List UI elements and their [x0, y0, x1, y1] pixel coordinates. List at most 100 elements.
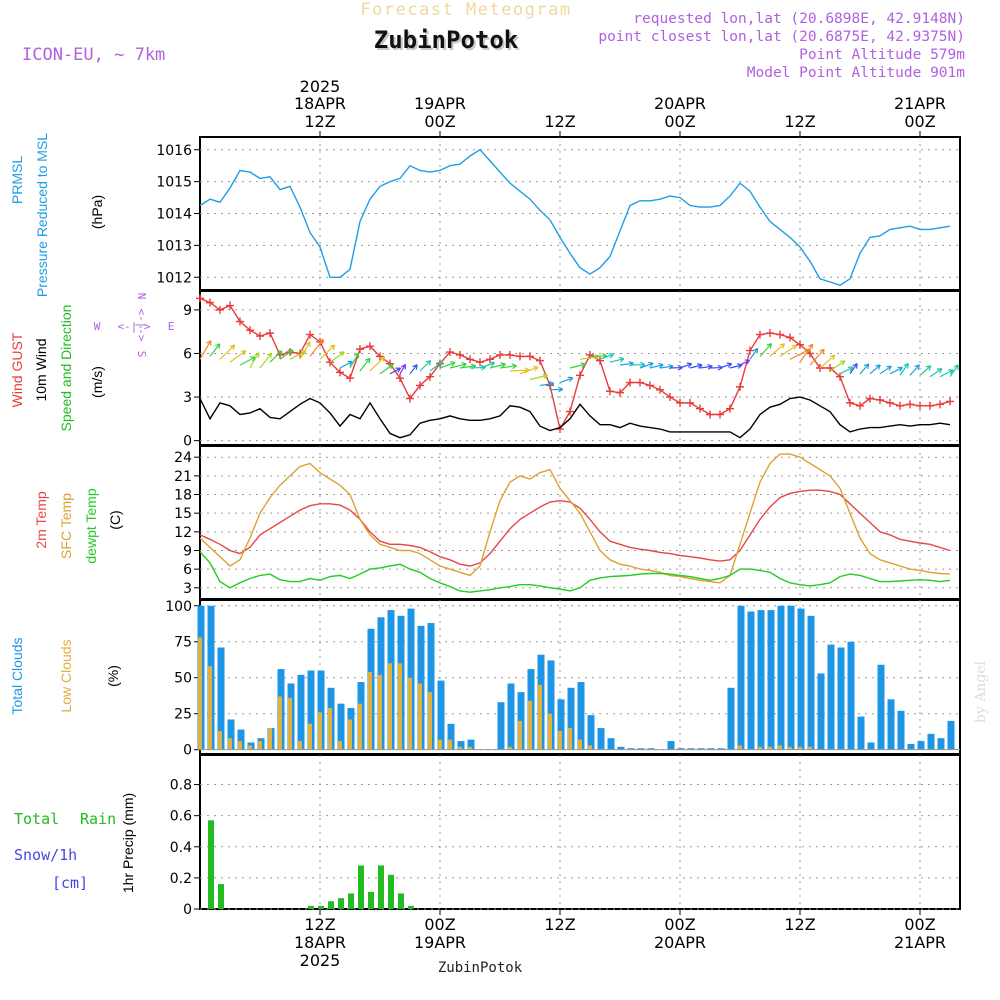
- y-tick-label: 3: [183, 390, 192, 406]
- wind-arrow-head: [329, 344, 336, 351]
- temp2m-label: 2m Temp: [33, 491, 49, 549]
- top-tick-label: 12Z: [304, 112, 335, 131]
- bar: [727, 687, 735, 750]
- point-altitude: Point Altitude 579m: [799, 47, 965, 63]
- wind-arrow-head: [461, 362, 467, 368]
- wind-arrow: [739, 359, 750, 366]
- gust-point: [336, 368, 344, 377]
- bar: [778, 745, 782, 750]
- top-tick-label: 20APR: [654, 94, 706, 113]
- wind-arrow-head: [618, 356, 625, 363]
- gust-point: [936, 400, 944, 409]
- wind-arrow-head: [953, 364, 959, 370]
- wind-arrow-head: [379, 356, 386, 362]
- bar: [867, 742, 875, 750]
- wind-frame: [199, 290, 961, 446]
- gust-point: [646, 381, 654, 390]
- wind-arrow-head: [276, 350, 283, 356]
- wind-arrow: [699, 365, 713, 369]
- wind-arrow: [309, 338, 324, 357]
- gust-point: [656, 385, 664, 394]
- bar: [447, 723, 455, 750]
- gust-point: [916, 401, 924, 410]
- bar: [458, 746, 462, 750]
- wind-arrow-head: [287, 349, 294, 355]
- gust-point: [206, 298, 214, 307]
- y-tick-label: 6: [183, 346, 192, 362]
- bar: [907, 743, 915, 750]
- gust-point: [456, 350, 464, 359]
- wind-arrow-head: [779, 343, 786, 349]
- bar: [937, 738, 945, 750]
- sfc-label: SFC Temp: [58, 493, 74, 559]
- wind-arrow: [429, 361, 443, 372]
- gust-point: [536, 356, 544, 365]
- bar: [258, 741, 262, 750]
- gust-point: [516, 352, 524, 361]
- wind-arrow: [499, 365, 517, 369]
- wind-arrow: [889, 366, 903, 375]
- wind-arrow-head: [387, 363, 394, 370]
- bar: [368, 671, 372, 750]
- wind-arrow: [349, 352, 360, 369]
- bottom-tick-label: 12Z: [304, 915, 335, 934]
- wind-arrow-head: [395, 367, 402, 373]
- wind-arrow-head: [215, 343, 221, 349]
- wind-arrow: [239, 356, 256, 366]
- bar: [647, 748, 655, 750]
- series-line: [199, 396, 951, 439]
- wind-arrow-head: [347, 360, 353, 366]
- top-tick-label: 00Z: [424, 112, 455, 131]
- wind-arrow-head: [450, 361, 456, 367]
- bar: [437, 680, 445, 750]
- bar: [317, 670, 325, 750]
- y-tick-label: 1016: [156, 143, 192, 159]
- bar: [288, 697, 292, 750]
- requested-coords: requested lon,lat (20.6898E, 42.9148N): [633, 11, 965, 27]
- gust-point: [666, 393, 674, 402]
- bar: [318, 905, 324, 909]
- gust-point: [396, 374, 404, 383]
- footer-location: ZubinPotok: [438, 960, 523, 976]
- wind-arrow: [289, 350, 307, 360]
- precip-axis-label: 1hr Precip (mm): [120, 793, 136, 893]
- top-tick-label: 00Z: [664, 112, 695, 131]
- bar: [227, 719, 235, 750]
- gust-point: [246, 326, 254, 335]
- gust-point: [676, 398, 684, 407]
- bar: [568, 728, 572, 750]
- y-tick-label: 1013: [156, 238, 192, 254]
- bar: [767, 610, 775, 750]
- series-line: [199, 551, 951, 593]
- y-tick-label: 0.2: [170, 871, 192, 887]
- wind-arrow: [259, 352, 273, 369]
- wind-arrow-head: [686, 362, 693, 368]
- gust-point: [366, 342, 374, 351]
- wind-arrow-head: [400, 363, 406, 370]
- gust-point: [406, 394, 414, 403]
- bar: [318, 712, 322, 750]
- bar: [238, 741, 242, 750]
- bar: [427, 623, 435, 750]
- wind-arrow: [769, 343, 785, 357]
- gust-point: [606, 387, 614, 396]
- bar: [338, 741, 342, 750]
- gust-point: [786, 333, 794, 342]
- wind-panel: 0 3 6 9: [183, 290, 961, 450]
- wind-arrow-head: [936, 368, 943, 374]
- wind-arrow: [199, 340, 212, 360]
- bar: [457, 741, 465, 750]
- wind-arrow: [629, 363, 645, 366]
- wind-arrow-head: [744, 359, 751, 365]
- y-tick-label: 1014: [156, 207, 192, 223]
- wind-arrow-head: [365, 357, 371, 364]
- bar: [337, 703, 345, 750]
- wind-arrow: [829, 360, 846, 372]
- wind-arrow: [939, 369, 954, 378]
- wind-arrow: [509, 369, 530, 372]
- bar: [627, 748, 635, 750]
- wind-arrow-head: [925, 365, 932, 371]
- wind-arrow-head: [266, 352, 273, 359]
